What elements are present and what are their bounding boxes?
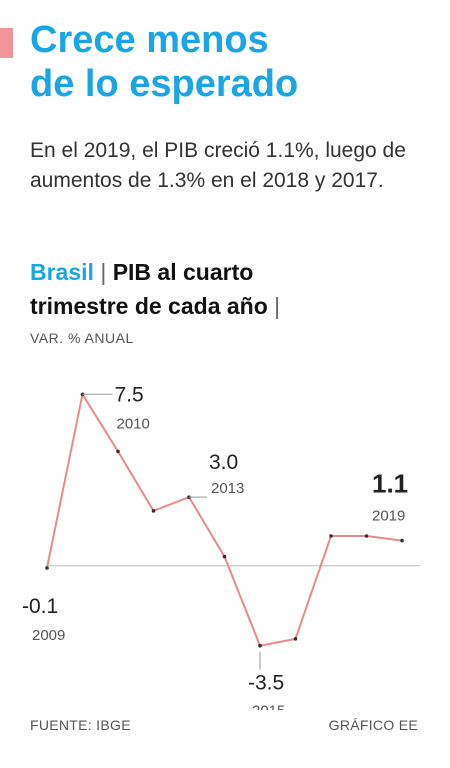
data-point-2011: [116, 449, 120, 454]
source-label: FUENTE: IBGE: [30, 717, 131, 733]
data-label-2015: -3.5: [248, 672, 284, 695]
data-point-2015: [258, 643, 262, 648]
chart-heading: Brasil | PIB al cuarto trimestre de cada…: [30, 255, 280, 323]
data-label-2009: -0.1: [22, 595, 58, 618]
title-line-1: Crece menos: [30, 19, 269, 61]
chart-title-line-2: trimestre de cada año: [30, 293, 268, 319]
year-label-2015: 2015: [252, 703, 285, 710]
data-label-2010: 7.5: [115, 383, 144, 406]
year-label-2009: 2009: [32, 627, 65, 644]
data-point-2009: [45, 566, 49, 570]
separator-end: |: [274, 293, 281, 319]
unit-label: VAR. % ANUAL: [30, 330, 134, 346]
year-label-2010: 2010: [117, 415, 150, 432]
data-point-2017: [329, 534, 333, 538]
credit-label: GRÁFICO EE: [328, 717, 418, 733]
data-point-2014: [222, 554, 227, 559]
subtitle: En el 2019, el PIB creció 1.1%, luego de…: [30, 139, 406, 192]
data-point-2018: [364, 534, 369, 538]
title-line-2: de lo esperado: [30, 63, 299, 105]
data-label-2019: 1.1: [372, 469, 408, 499]
data-point-2019: [400, 538, 404, 543]
page-title: Crece menos de lo esperado: [30, 18, 298, 106]
data-point-2016: [293, 637, 298, 641]
line-chart: -0.1 2009 7.5 2010 3.0 2013 -3.5 2015 1.1 2019: [22, 383, 420, 710]
data-label-2013: 3.0: [209, 451, 238, 474]
accent-bar: [0, 28, 13, 58]
country-label: Brasil: [30, 259, 94, 285]
chart-title-line-1: PIB al cuarto: [112, 259, 254, 285]
data-point-2012: [151, 509, 156, 513]
year-label-2019: 2019: [372, 508, 405, 525]
separator: |: [100, 259, 107, 285]
year-label-2013: 2013: [211, 480, 244, 497]
series-line: [46, 393, 403, 647]
